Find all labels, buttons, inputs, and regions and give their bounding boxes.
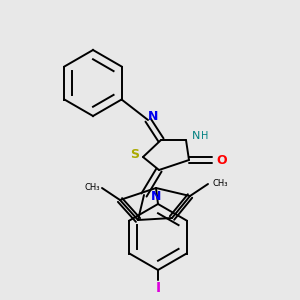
Text: N: N — [151, 190, 161, 202]
Text: CH₃: CH₃ — [84, 184, 100, 193]
Text: S: S — [130, 148, 140, 161]
Text: N: N — [192, 131, 200, 141]
Text: O: O — [217, 154, 227, 166]
Text: H: H — [201, 131, 209, 141]
Text: N: N — [148, 110, 158, 122]
Text: CH₃: CH₃ — [212, 179, 228, 188]
Text: I: I — [155, 281, 160, 295]
